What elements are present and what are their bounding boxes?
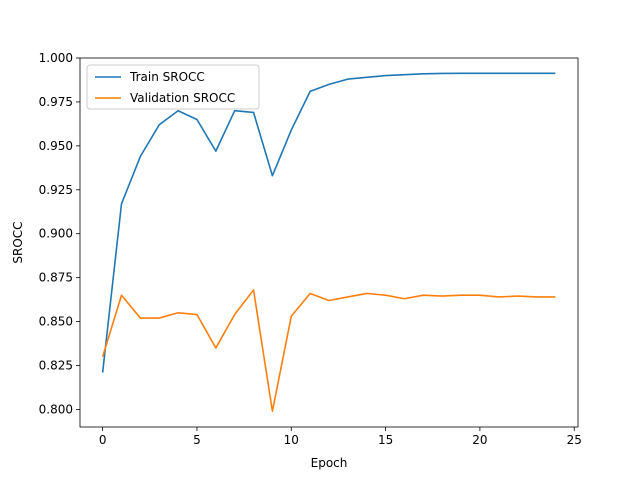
x-tick-label: 10	[284, 433, 299, 447]
y-axis-label: SROCC	[11, 221, 25, 263]
series-line-validation	[101, 289, 556, 412]
y-tick-label: 0.850	[39, 315, 73, 329]
y-tick-label: 0.900	[39, 227, 73, 241]
axes-frame	[79, 57, 579, 428]
x-tick-label: 5	[193, 433, 201, 447]
y-tick-label: 0.950	[39, 139, 73, 153]
x-axis: 0 5 10 15 20 25	[99, 427, 582, 447]
x-tick-label: 25	[567, 433, 582, 447]
legend-entry: Train SROCC	[129, 70, 205, 84]
legend: Train SROCC Validation SROCC	[86, 64, 260, 110]
x-tick-label: 15	[378, 433, 393, 447]
x-tick-label: 0	[99, 433, 107, 447]
y-tick-label: 0.800	[39, 402, 73, 416]
y-axis: 0.800 0.825 0.850 0.875 0.900 0.925 0.950 0.975…	[39, 51, 80, 416]
x-tick-label: 20	[472, 433, 487, 447]
series-layer	[101, 72, 556, 412]
series-line-train	[101, 72, 556, 373]
y-tick-label: 0.875	[39, 271, 73, 285]
y-tick-label: 1.000	[39, 51, 73, 65]
legend-entry: Validation SROCC	[130, 91, 235, 105]
y-tick-label: 0.925	[39, 183, 73, 197]
y-tick-label: 0.975	[39, 95, 73, 109]
legend-box	[86, 64, 260, 110]
x-axis-label: Epoch	[311, 456, 348, 470]
y-tick-label: 0.825	[39, 359, 73, 373]
